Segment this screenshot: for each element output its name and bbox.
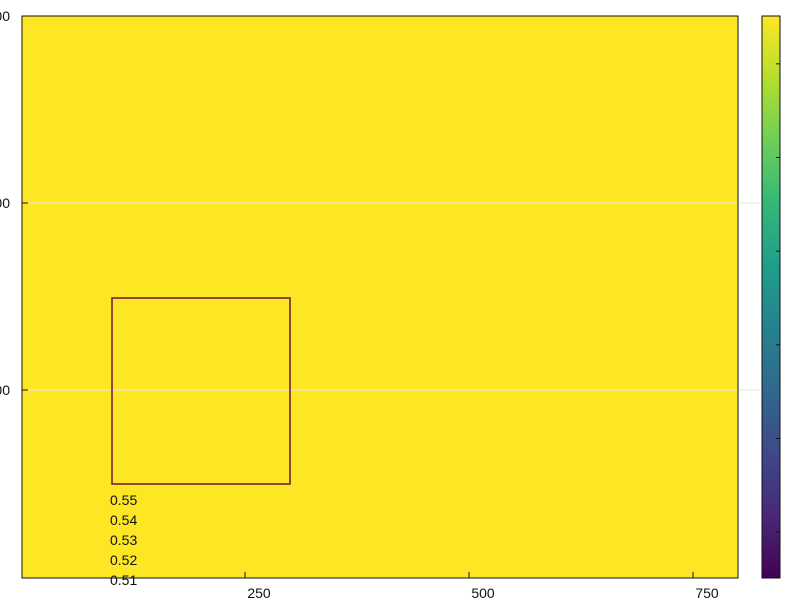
annotation-label: 0.51 bbox=[110, 572, 137, 588]
y-tick-label: 00 bbox=[0, 195, 10, 211]
x-tick-label: 750 bbox=[695, 585, 719, 600]
x-tick-label: 500 bbox=[471, 585, 495, 600]
overlay-rect bbox=[111, 297, 291, 485]
axis-frame bbox=[21, 15, 739, 579]
annotation-label: 0.53 bbox=[110, 532, 137, 548]
annotation-label: 0.55 bbox=[110, 492, 137, 508]
y-tick-label: 00 bbox=[0, 8, 10, 24]
x-tick-label: 250 bbox=[247, 585, 271, 600]
colorbar bbox=[761, 15, 781, 579]
annotation-label: 0.52 bbox=[110, 552, 137, 568]
annotation-label: 0.54 bbox=[110, 512, 137, 528]
y-tick-label: 00 bbox=[0, 382, 10, 398]
